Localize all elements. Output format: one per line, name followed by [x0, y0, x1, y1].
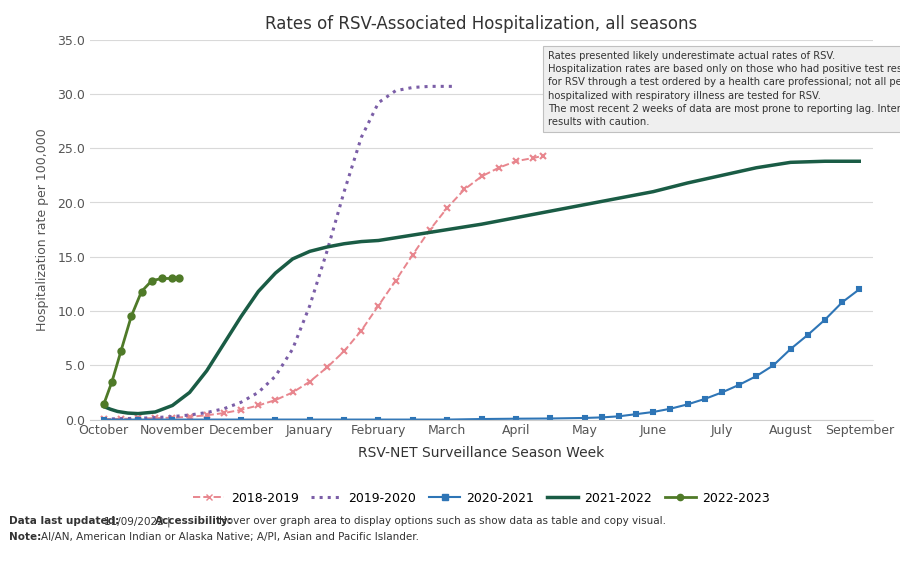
- Text: 11/09/2022 |: 11/09/2022 |: [104, 517, 174, 527]
- Legend: 2018-2019, 2019-2020, 2020-2021, 2021-2022, 2022-2023: 2018-2019, 2019-2020, 2020-2021, 2021-20…: [188, 486, 775, 510]
- Y-axis label: Hospitalization rate per 100,000: Hospitalization rate per 100,000: [36, 128, 49, 331]
- Text: Rates presented likely underestimate actual rates of RSV.
Hospitalization rates : Rates presented likely underestimate act…: [548, 51, 900, 127]
- Text: Note:: Note:: [9, 532, 41, 542]
- X-axis label: RSV-NET Surveillance Season Week: RSV-NET Surveillance Season Week: [358, 446, 605, 460]
- Text: AI/AN, American Indian or Alaska Native; A/PI, Asian and Pacific Islander.: AI/AN, American Indian or Alaska Native;…: [41, 532, 419, 542]
- Text: Hover over graph area to display options such as show data as table and copy vis: Hover over graph area to display options…: [219, 517, 666, 527]
- Title: Rates of RSV-Associated Hospitalization, all seasons: Rates of RSV-Associated Hospitalization,…: [266, 15, 698, 32]
- Text: Data last updated:: Data last updated:: [9, 517, 119, 527]
- Text: Accessibility:: Accessibility:: [155, 517, 232, 527]
